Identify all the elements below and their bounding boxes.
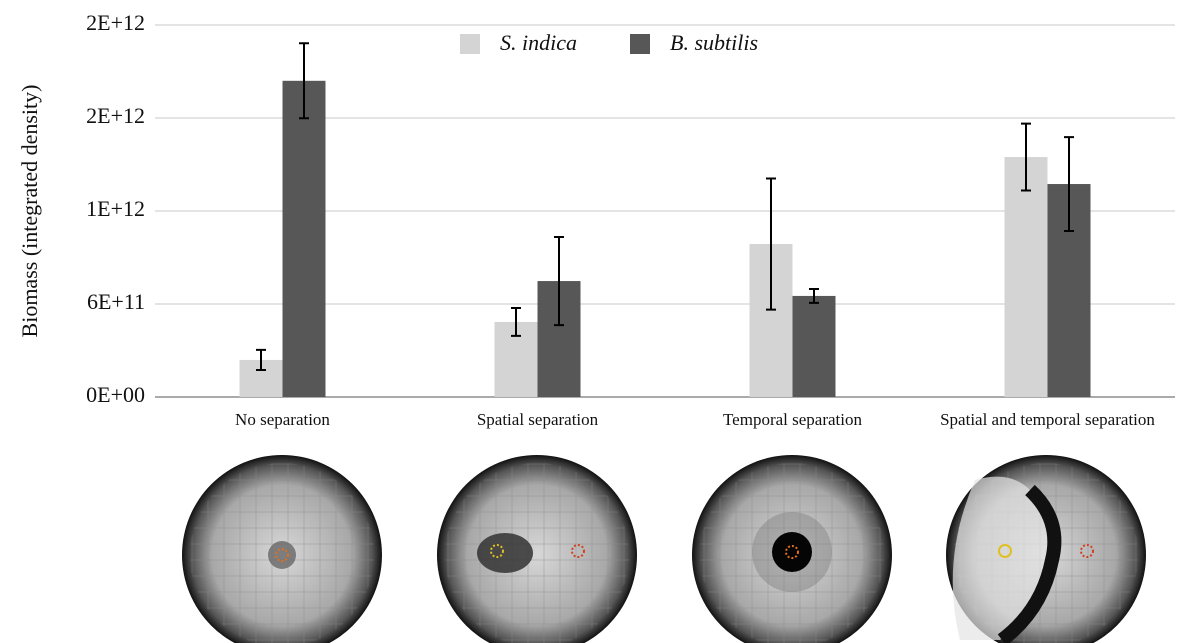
- error-bar: [809, 287, 819, 304]
- petri-dish: [437, 455, 637, 643]
- y-tick-label: 0E+00: [86, 382, 145, 407]
- y-axis-label: Biomass (integrated density): [17, 85, 42, 338]
- y-tick-label: 6E+11: [87, 289, 145, 314]
- y-tick-label: 2E+12: [86, 103, 145, 128]
- error-bar: [1064, 136, 1074, 232]
- x-tick-label: Temporal separation: [723, 410, 863, 429]
- error-bar: [554, 236, 564, 327]
- error-bar: [299, 42, 309, 120]
- y-tick-label: 2E+12: [86, 10, 145, 35]
- petri-dish-photos: [182, 455, 1146, 643]
- bar: [792, 295, 836, 397]
- legend-swatch: [630, 34, 650, 54]
- error-bar: [511, 307, 521, 337]
- bar: [282, 80, 326, 398]
- legend-label: S. indica: [500, 30, 577, 55]
- error-bar: [766, 177, 776, 311]
- bar: [1004, 157, 1048, 397]
- x-tick-label: No separation: [235, 410, 330, 429]
- y-tick-label: 1E+12: [86, 196, 145, 221]
- petri-dish: [182, 455, 382, 643]
- error-bar: [1021, 122, 1031, 192]
- legend-label: B. subtilis: [670, 30, 758, 55]
- error-bar: [256, 348, 266, 372]
- petri-dish: [946, 455, 1146, 643]
- x-tick-label: Spatial separation: [477, 410, 599, 429]
- x-tick-label: Spatial and temporal separation: [940, 410, 1155, 429]
- petri-dish: [692, 455, 892, 643]
- legend-swatch: [460, 34, 480, 54]
